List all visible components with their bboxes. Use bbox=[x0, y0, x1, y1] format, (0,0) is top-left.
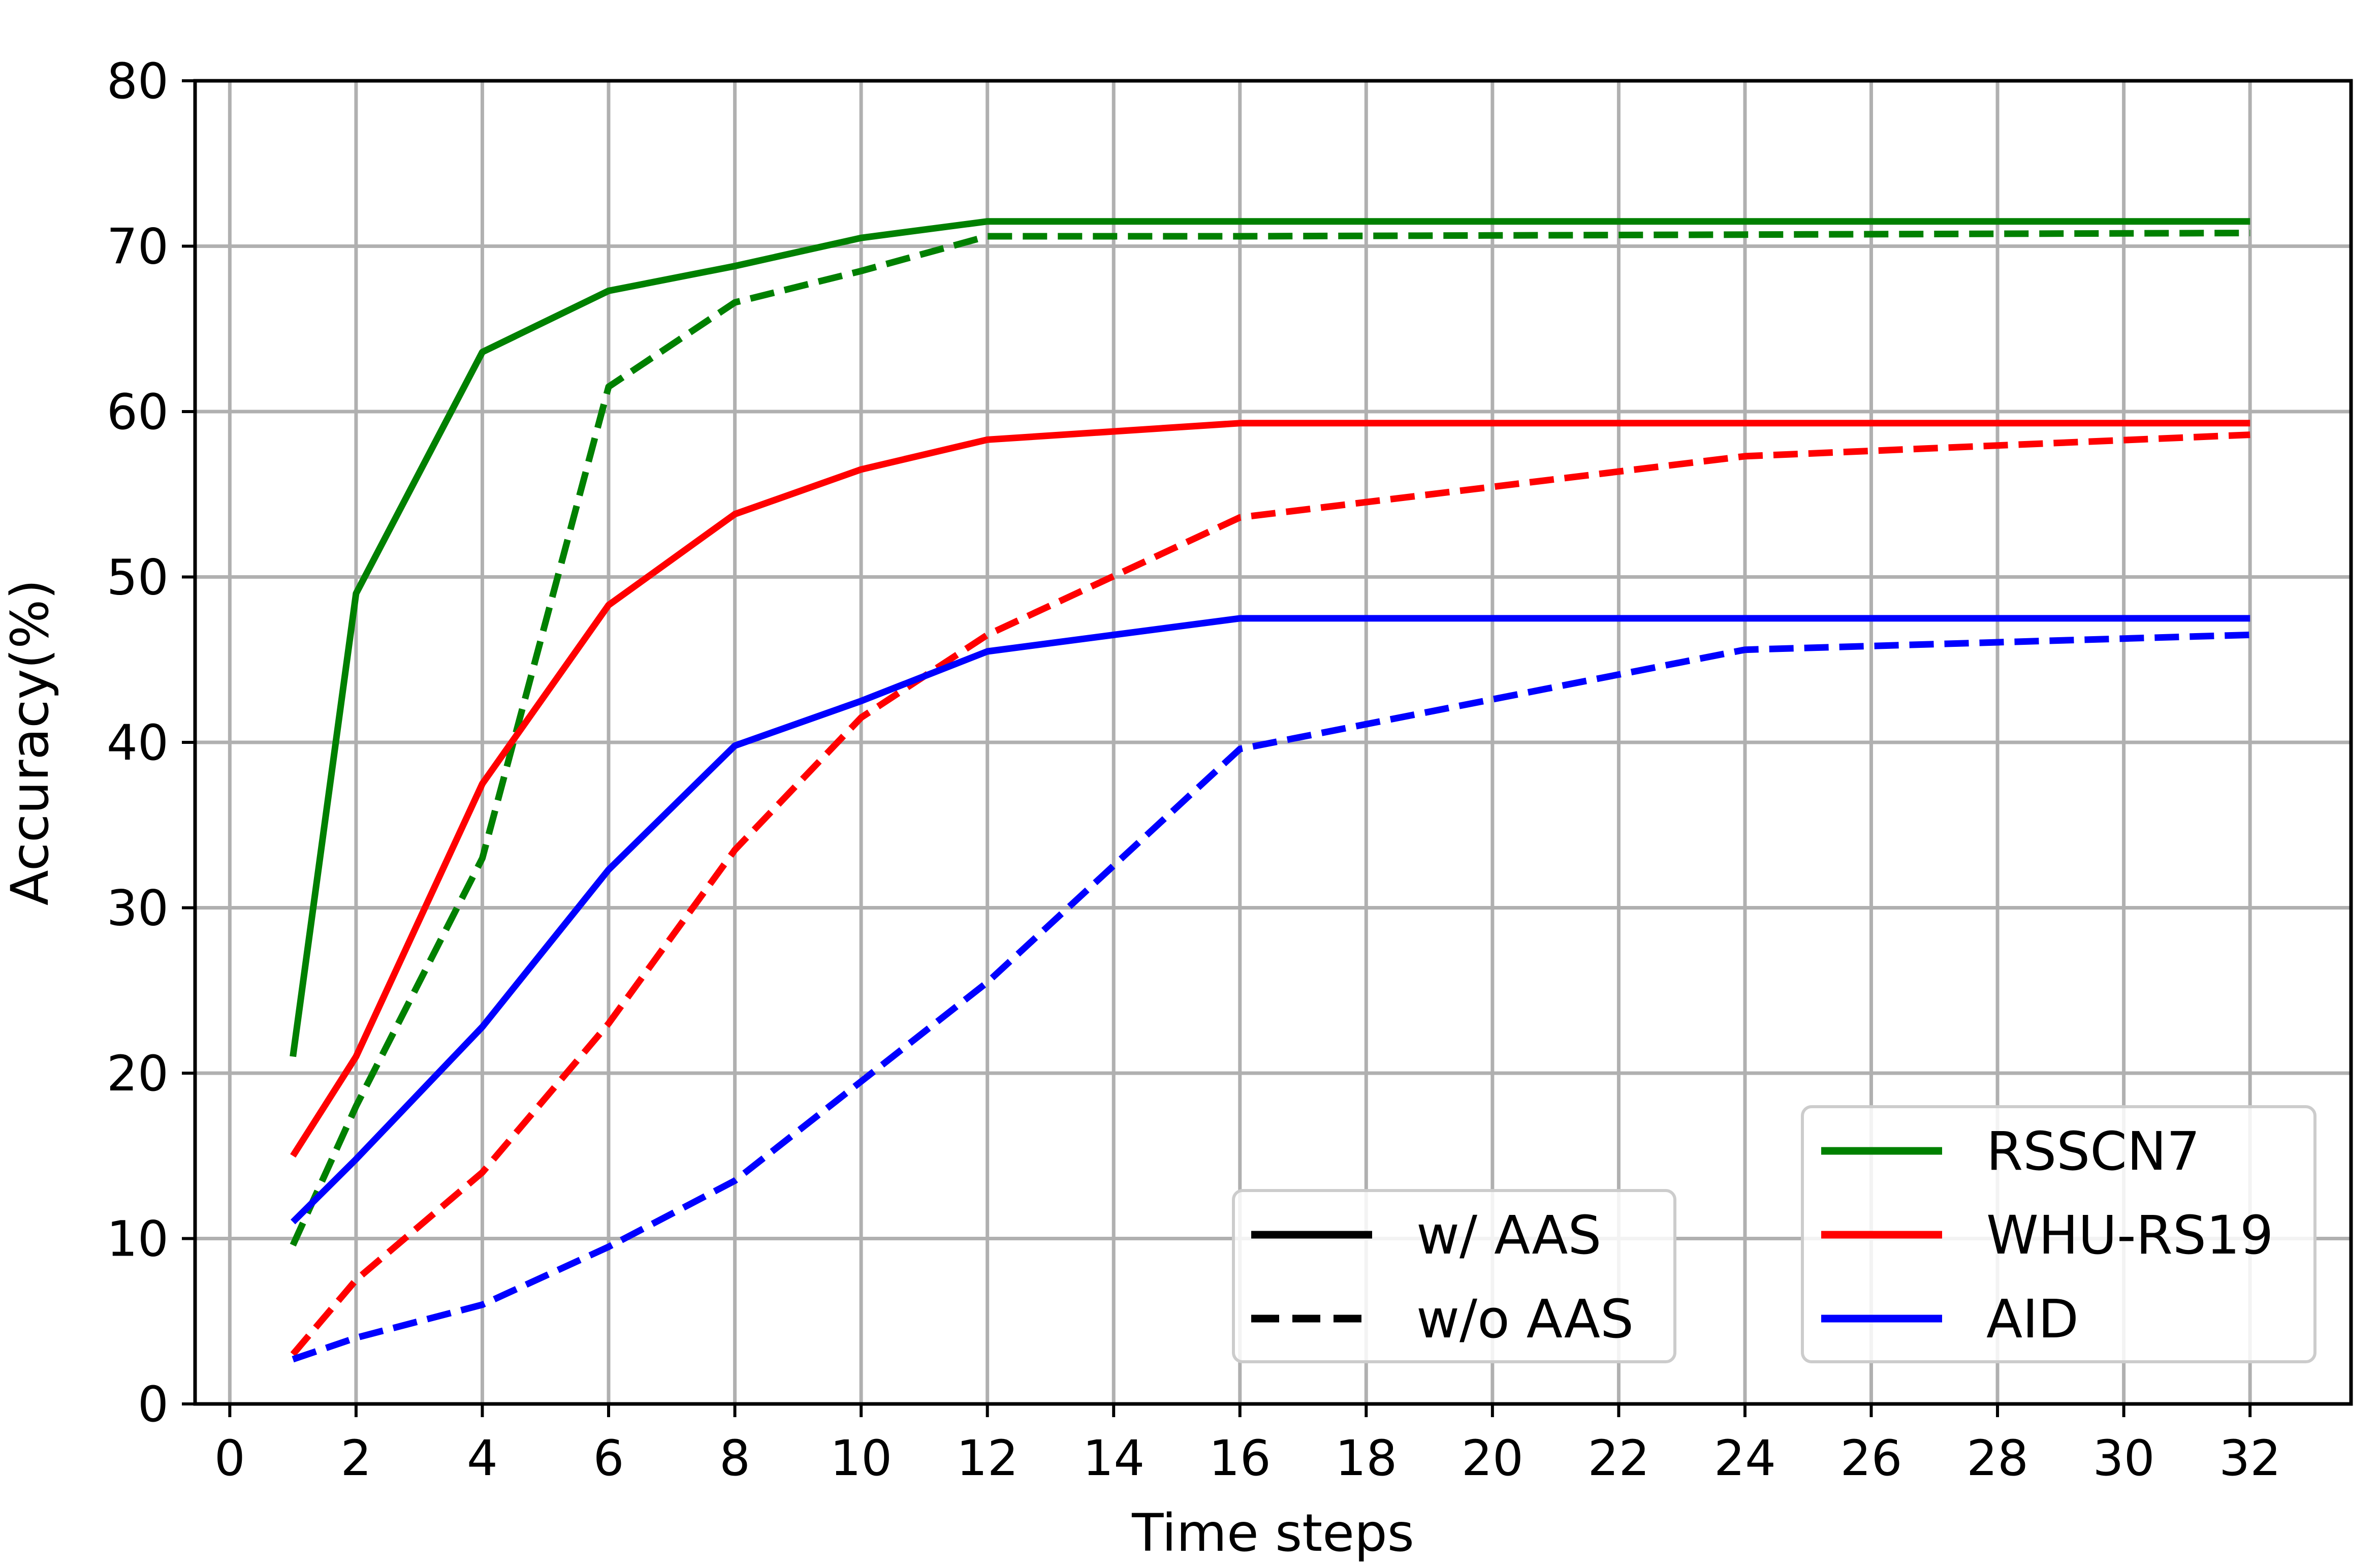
y-axis-title: Accuracy(%) bbox=[0, 579, 60, 905]
y-tick-label: 60 bbox=[107, 384, 169, 441]
x-tick-label: 26 bbox=[1840, 1430, 1902, 1487]
legend-datasets: RSSCN7 WHU-RS19 AID bbox=[1801, 1105, 2316, 1363]
x-tick-label: 0 bbox=[214, 1430, 245, 1487]
x-tick-label: 12 bbox=[957, 1430, 1019, 1487]
x-tick-label: 14 bbox=[1083, 1430, 1145, 1487]
x-tick-label: 10 bbox=[830, 1430, 892, 1487]
legend-label: w/ AAS bbox=[1416, 1204, 1601, 1266]
y-tick-label: 10 bbox=[107, 1211, 169, 1268]
y-tick-label: 80 bbox=[107, 53, 169, 110]
y-tick-label: 30 bbox=[107, 880, 169, 937]
x-tick-label: 22 bbox=[1588, 1430, 1649, 1487]
legend-label: WHU-RS19 bbox=[1986, 1204, 2273, 1266]
x-axis-title: Time steps bbox=[1131, 1503, 1414, 1563]
series-line-whu-rs19-with-aas bbox=[290, 420, 2250, 1158]
x-tick-label: 18 bbox=[1335, 1430, 1397, 1487]
x-tick-label: 6 bbox=[593, 1430, 624, 1487]
series-line-rsscn7-without-aas bbox=[290, 230, 2250, 1247]
x-tick-label: 16 bbox=[1209, 1430, 1271, 1487]
legend-line-style: w/ AAS w/o AAS bbox=[1232, 1189, 1676, 1363]
legends: w/ AAS w/o AAS RSSCN7 WHU-RS19 AID bbox=[1232, 1105, 2316, 1363]
legend-label: RSSCN7 bbox=[1986, 1120, 2200, 1182]
x-tick-label: 4 bbox=[467, 1430, 498, 1487]
y-tick-label: 40 bbox=[107, 714, 169, 771]
legend-label: w/o AAS bbox=[1416, 1288, 1634, 1350]
axis-ticks: 0 2 4 6 8 10 12 14 16 18 20 22 24 26 28 30 3201020304050… bbox=[107, 53, 2281, 1487]
x-tick-label: 28 bbox=[1966, 1430, 2028, 1487]
x-tick-label: 30 bbox=[2093, 1430, 2155, 1487]
data-series bbox=[290, 218, 2250, 1363]
y-tick-label: 50 bbox=[107, 549, 169, 606]
x-tick-label: 8 bbox=[719, 1430, 750, 1487]
y-tick-label: 70 bbox=[107, 218, 169, 275]
series-line-aid-with-aas bbox=[291, 615, 2250, 1225]
legend-label: AID bbox=[1986, 1288, 2079, 1350]
legend-frame bbox=[1801, 1105, 2316, 1363]
x-tick-label: 2 bbox=[340, 1430, 371, 1487]
y-tick-label: 20 bbox=[107, 1045, 169, 1102]
x-tick-label: 24 bbox=[1714, 1430, 1776, 1487]
y-tick-label: 0 bbox=[138, 1376, 169, 1433]
series-line-rsscn7-with-aas bbox=[290, 218, 2250, 1057]
x-tick-label: 20 bbox=[1462, 1430, 1524, 1487]
series-line-whu-rs19-without-aas bbox=[290, 431, 2250, 1357]
x-tick-label: 32 bbox=[2219, 1430, 2281, 1487]
